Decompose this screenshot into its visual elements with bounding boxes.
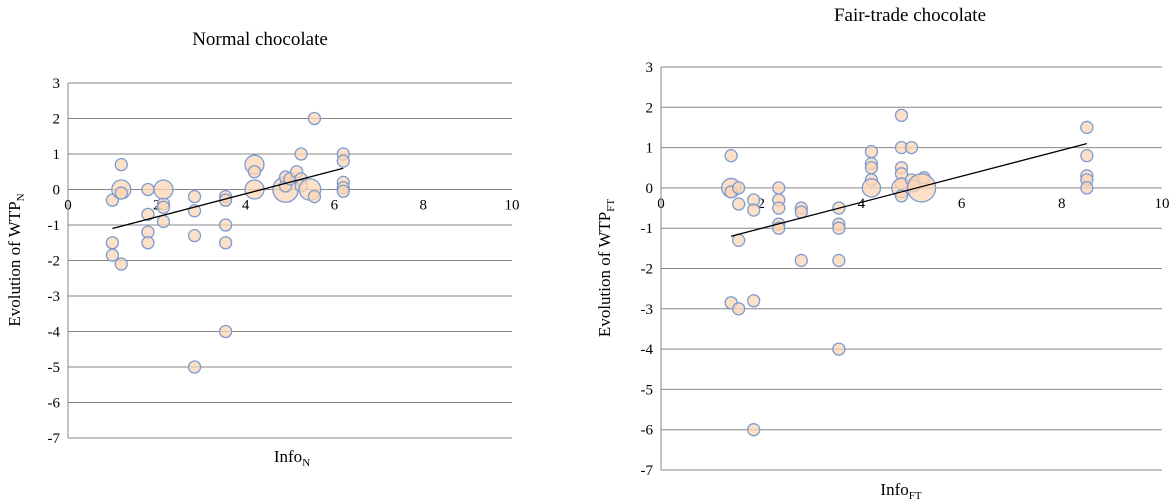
data-point (294, 147, 308, 161)
data-point (747, 294, 761, 308)
data-point (218, 218, 233, 232)
y-tick-label: -1 (48, 218, 61, 234)
data-point (724, 149, 738, 163)
data-point (114, 186, 128, 200)
y-tick-label: 0 (646, 181, 654, 197)
data-point (832, 342, 846, 356)
data-point (861, 178, 882, 198)
chart-title: Normal chocolate (192, 29, 328, 50)
y-axis-label: Evolution of WTPN (5, 193, 27, 326)
data-point (772, 201, 786, 215)
data-point (307, 189, 322, 204)
y-tick-label: -6 (48, 396, 61, 412)
y-tick-label: 2 (646, 100, 654, 116)
x-tick-label: 4 (858, 196, 866, 212)
data-point (141, 207, 155, 222)
y-tick-label: -7 (48, 431, 61, 447)
y-tick-label: -3 (641, 302, 654, 318)
data-point (894, 108, 909, 123)
data-point (141, 182, 155, 197)
y-tick-label: -2 (48, 254, 61, 270)
y-tick-label: -1 (641, 221, 654, 237)
chart-title: Fair-trade chocolate (834, 5, 986, 26)
data-point (732, 302, 746, 316)
trendline (730, 142, 1088, 237)
data-point (732, 197, 746, 211)
y-axis-label: Evolution of WTPFT (595, 199, 617, 337)
data-point (747, 423, 761, 437)
data-point (218, 236, 233, 250)
x-tick-label: 10 (1155, 196, 1170, 212)
x-axis-label: InfoN (274, 447, 310, 469)
y-tick-label: -5 (48, 360, 61, 376)
y-tick-label: -4 (48, 325, 61, 341)
chart-fair-trade-chocolate: Fair-trade chocolate 3 2 1 0 -1 -2 -3 -4 -5 -6 -7 0 2… (590, 0, 1172, 500)
x-tick-label: 8 (419, 198, 427, 214)
data-point (247, 165, 262, 179)
data-point (153, 179, 174, 200)
x-tick-label: 10 (505, 198, 520, 214)
data-point (732, 233, 746, 247)
y-tick-label: 2 (53, 112, 61, 128)
data-point (141, 236, 155, 250)
trendline (112, 167, 344, 230)
y-tick-label: 3 (53, 76, 61, 92)
data-point (218, 324, 233, 339)
data-point (832, 221, 846, 235)
y-tick-label: 3 (646, 60, 654, 76)
y-tick-label: -4 (641, 342, 654, 358)
data-point (114, 257, 128, 271)
data-point (1080, 149, 1094, 163)
y-tick-label: -6 (641, 423, 654, 439)
y-tick-label: -5 (641, 382, 654, 398)
data-point (1080, 120, 1094, 135)
data-point (307, 111, 322, 126)
x-tick-label: 2 (757, 196, 765, 212)
data-point (187, 228, 202, 243)
data-point (864, 161, 879, 175)
x-axis-label: InfoFT (880, 480, 921, 500)
x-tick-label: 0 (657, 196, 665, 212)
data-point (732, 181, 746, 195)
data-point (864, 144, 879, 159)
data-point (1080, 181, 1094, 195)
x-tick-label: 6 (331, 198, 339, 214)
y-tick-label: 0 (53, 183, 61, 199)
data-point (156, 200, 171, 214)
x-tick-label: 2 (153, 198, 161, 214)
y-tick-label: 1 (53, 147, 61, 163)
data-point (336, 184, 350, 198)
data-point (906, 173, 937, 203)
x-tick-label: 4 (242, 198, 250, 214)
data-point (187, 189, 202, 204)
y-tick-label: -7 (641, 463, 654, 479)
x-tick-label: 6 (958, 196, 966, 212)
data-point (794, 253, 808, 268)
data-point (156, 214, 171, 229)
data-point (187, 360, 202, 374)
data-point (904, 140, 919, 155)
chart-normal-chocolate: Normal chocolate 3 2 1 0 -1 -2 -3 -4 -5 -6 -7 0 2 4 6 8 1… (0, 0, 560, 500)
data-point (747, 203, 761, 217)
y-tick-label: -2 (641, 262, 654, 278)
x-tick-label: 8 (1058, 196, 1066, 212)
data-point (772, 181, 786, 195)
x-tick-label: 0 (64, 198, 72, 214)
y-tick-label: -3 (48, 289, 61, 305)
data-point (105, 248, 120, 262)
y-tick-label: 1 (646, 141, 654, 157)
data-point (336, 154, 350, 168)
data-point (832, 253, 846, 268)
data-point (105, 236, 120, 250)
data-point (114, 157, 128, 172)
